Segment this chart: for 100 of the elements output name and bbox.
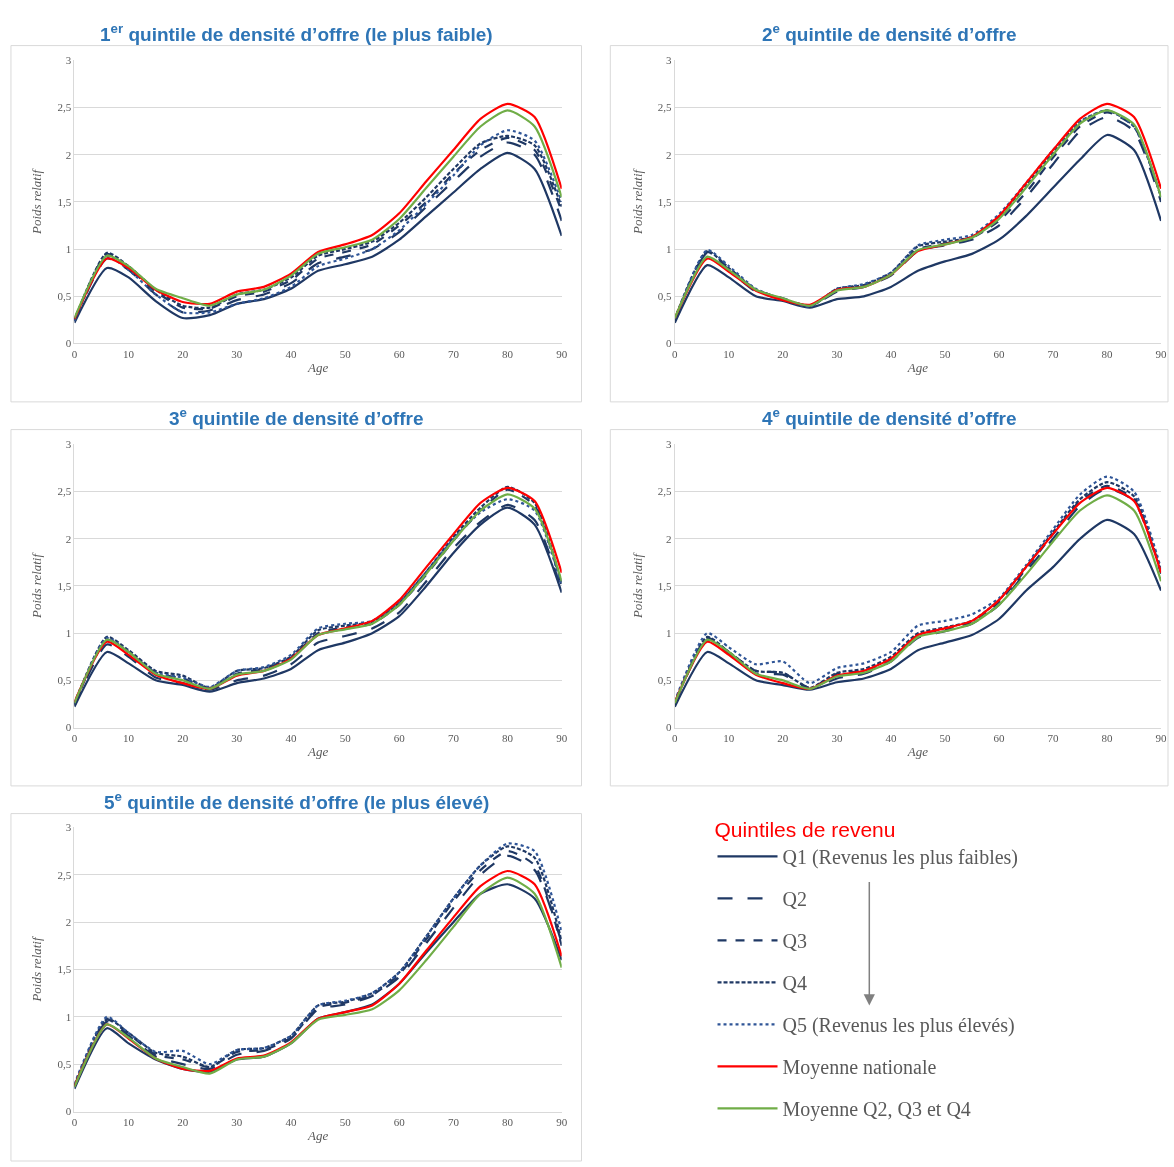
x-tick-label: 40 [285, 731, 297, 744]
x-tick-label: 40 [885, 731, 897, 744]
x-tick-label: 30 [231, 1115, 243, 1128]
y-tick-label: 0 [65, 337, 72, 350]
x-tick-label: 80 [502, 1115, 514, 1128]
x-axis-title: Age [306, 360, 329, 376]
x-tick-label: 50 [339, 1115, 352, 1128]
x-tick-label: 60 [393, 731, 406, 744]
x-tick-label: 90 [556, 347, 568, 360]
x-tick-label: 90 [556, 1115, 568, 1128]
x-tick-label: 50 [939, 731, 951, 744]
legend-label: Moyenne nationale [782, 1056, 937, 1080]
y-tick-label: 2,5 [657, 485, 673, 498]
y-tick-label: 2,5 [57, 485, 72, 498]
y-tick-label: 0 [666, 721, 673, 734]
x-axis-title: Age [906, 744, 929, 760]
y-tick-label: 0,5 [657, 674, 673, 687]
x-tick-label: 50 [939, 347, 951, 360]
y-tick-label: 1,5 [657, 579, 673, 592]
x-tick-label: 90 [1155, 347, 1168, 360]
y-tick-label: 3 [666, 438, 673, 451]
y-tick-label: 1 [65, 627, 72, 639]
x-tick-label: 70 [447, 731, 460, 744]
y-tick-label: 1,5 [657, 195, 673, 208]
x-tick-label: 10 [123, 731, 135, 744]
y-tick-label: 0,5 [57, 1058, 72, 1071]
x-tick-label: 50 [339, 731, 352, 744]
y-tick-label: 3 [65, 54, 72, 67]
x-tick-label: 80 [1101, 731, 1114, 744]
chart-title: 1$^{er}$ quintile de densité d’offre (le plus faible) [100, 21, 493, 45]
y-tick-label: 3 [65, 821, 72, 834]
x-tick-label: 30 [231, 347, 243, 360]
y-axis-title: Poids relatif [629, 167, 645, 236]
x-tick-label: 10 [123, 1115, 135, 1128]
x-tick-label: 30 [231, 731, 243, 744]
x-tick-label: 10 [123, 347, 135, 360]
x-tick-label: 20 [177, 347, 189, 360]
x-tick-label: 20 [777, 347, 789, 360]
y-tick-label: 1 [666, 242, 672, 255]
y-tick-label: 1 [65, 1010, 72, 1023]
y-tick-label: 2 [65, 148, 72, 161]
x-tick-label: 20 [177, 1115, 189, 1128]
x-tick-label: 10 [723, 347, 735, 360]
y-tick-label: 3 [666, 54, 673, 67]
y-tick-label: 2 [666, 532, 672, 545]
y-tick-label: 0 [65, 1105, 72, 1118]
x-tick-label: 40 [285, 1115, 297, 1128]
x-tick-label: 70 [1047, 347, 1059, 360]
y-tick-label: 2 [65, 916, 72, 928]
x-tick-label: 40 [285, 347, 297, 360]
legend-label: Q5 (Revenus les plus élevés) [782, 1014, 1015, 1038]
x-tick-label: 50 [339, 347, 352, 360]
y-axis-title: Poids relatif [29, 551, 45, 620]
x-tick-label: 30 [831, 347, 843, 360]
x-tick-label: 20 [177, 731, 189, 744]
chart-title: 2$^{e}$ quintile de densité d’offre [762, 21, 1017, 45]
x-tick-label: 40 [885, 347, 897, 360]
y-tick-label: 1,5 [57, 963, 72, 976]
x-axis-title: Age [306, 1128, 329, 1144]
x-tick-label: 80 [1101, 347, 1114, 360]
x-tick-label: 90 [556, 731, 568, 744]
x-tick-label: 70 [447, 1115, 460, 1128]
y-tick-label: 0 [65, 721, 72, 734]
y-tick-label: 3 [65, 438, 72, 451]
x-tick-label: 30 [831, 731, 843, 744]
x-tick-label: 90 [1155, 731, 1168, 744]
x-tick-label: 60 [393, 1115, 406, 1128]
x-tick-label: 80 [502, 347, 514, 360]
y-tick-label: 0,5 [57, 290, 72, 303]
y-tick-label: 1,5 [57, 579, 72, 592]
legend-label: Q4 [782, 972, 807, 995]
y-tick-label: 1 [65, 242, 72, 255]
y-tick-label: 1 [666, 627, 672, 639]
chart-title: 5$^{e}$ quintile de densité d’offre (le plus élevé) [104, 789, 490, 813]
y-axis-title: Poids relatif [29, 935, 45, 1003]
y-axis-title: Poids relatif [629, 551, 645, 620]
x-tick-label: 70 [1047, 731, 1059, 744]
y-tick-label: 2,5 [57, 868, 72, 881]
x-tick-label: 60 [393, 347, 406, 360]
y-tick-label: 2 [666, 148, 672, 161]
legend-label: Q1 (Revenus les plus faibles) [782, 846, 1019, 870]
x-tick-label: 70 [447, 347, 460, 360]
x-tick-label: 60 [993, 731, 1005, 744]
y-tick-label: 2,5 [57, 101, 72, 114]
x-axis-title: Age [906, 360, 929, 376]
y-tick-label: 0,5 [57, 674, 72, 687]
x-tick-label: 80 [502, 731, 514, 744]
legend-label: Moyenne Q2, Q3 et Q4 [782, 1098, 971, 1122]
legend-label: Q2 [782, 888, 807, 911]
x-tick-label: 60 [993, 347, 1005, 360]
legend-label: Q3 [782, 930, 807, 953]
x-tick-label: 10 [723, 731, 735, 744]
y-tick-label: 2,5 [657, 101, 673, 114]
y-tick-label: 2 [65, 532, 72, 545]
y-tick-label: 0,5 [657, 290, 673, 303]
y-axis-title: Poids relatif [29, 167, 45, 236]
x-axis-title: Age [306, 744, 329, 760]
y-tick-label: 0 [666, 337, 673, 350]
legend-title: Quintiles de revenu [714, 817, 896, 841]
chart-title: 3$^{e}$ quintile de densité d’offre [169, 405, 424, 429]
